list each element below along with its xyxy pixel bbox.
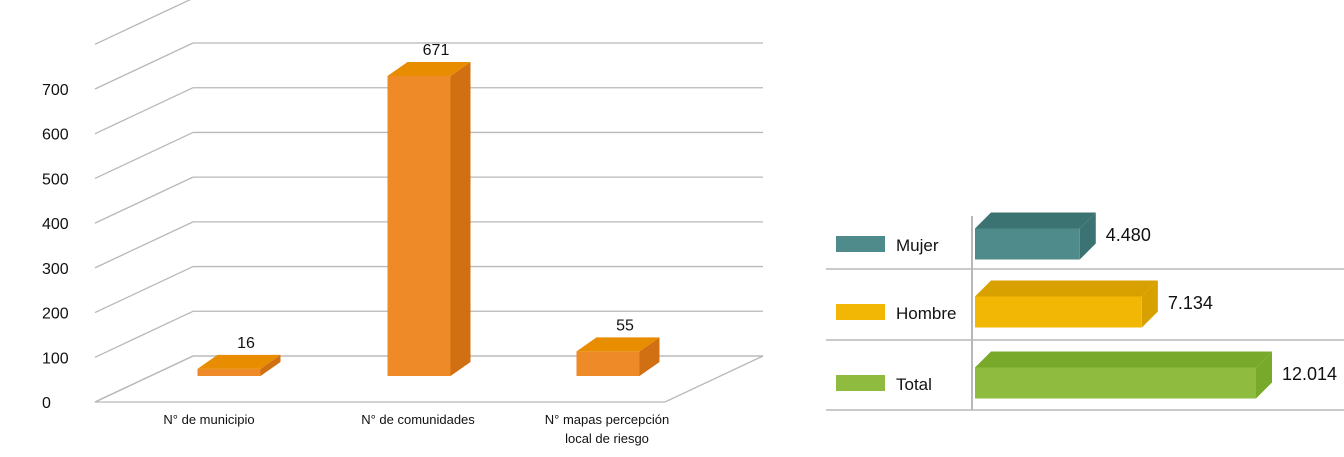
bar-front	[576, 351, 640, 376]
legend-entry: Hombre	[836, 304, 956, 323]
bar-front	[387, 75, 451, 377]
legend-swatch	[836, 304, 885, 320]
legend-swatch	[836, 236, 885, 252]
data-label: 4.480	[1106, 225, 1151, 245]
category-label: Mujer	[896, 236, 939, 255]
bar-top	[197, 354, 281, 369]
bar-front	[197, 368, 261, 376]
bar-top	[576, 337, 660, 352]
y-tick-label: 100	[42, 350, 69, 367]
bar	[576, 337, 660, 376]
y-tick-label: 500	[42, 171, 69, 188]
right-bar-chart: Mujer 4.480 Hombre 7.134 Total 12.014	[826, 212, 1344, 411]
gridline-diagonal	[94, 42, 194, 90]
bar-front	[975, 367, 1256, 399]
bar-side	[1141, 280, 1158, 328]
y-tick-label: 700	[42, 82, 69, 99]
bar-top	[975, 212, 1096, 229]
gridline-diagonal	[94, 310, 194, 358]
bar-side	[1256, 351, 1272, 399]
gridline-diagonal	[94, 87, 194, 135]
y-tick-label: 200	[42, 306, 69, 323]
category-label: Total	[896, 375, 932, 394]
bar	[975, 280, 1158, 328]
gridline-diagonal	[94, 131, 194, 180]
gridline-diagonal	[94, 265, 194, 314]
data-label: 55	[616, 317, 634, 334]
left-bar-chart: 0 100 200 300 400 500 600 700 16 671 55 N° de munic…	[42, 0, 764, 446]
category-label: Hombre	[896, 304, 956, 323]
data-label: 12.014	[1282, 364, 1337, 384]
data-label: 7.134	[1168, 293, 1213, 313]
data-label: 671	[423, 42, 450, 59]
grid-lines	[94, 0, 764, 403]
bar-top	[387, 61, 471, 76]
bar-front	[975, 228, 1080, 260]
y-tick-label: 400	[42, 216, 69, 233]
y-tick-label: 600	[42, 127, 69, 144]
x-category-label: N° mapas percepción local de riesgo	[545, 412, 669, 446]
x-category-label: N° de municipio	[163, 412, 254, 427]
bar-side	[639, 337, 660, 376]
gridline-diagonal	[94, 176, 194, 224]
bar	[197, 354, 281, 376]
y-tick-label: 300	[42, 261, 69, 278]
bar	[975, 351, 1272, 399]
bar-top	[975, 280, 1158, 297]
y-tick-label: 0	[42, 395, 51, 412]
x-category-label: N° de comunidades	[361, 412, 475, 427]
legend-swatch	[836, 375, 885, 391]
bar-front	[975, 296, 1142, 328]
data-label: 16	[237, 335, 255, 352]
gridline-diagonal	[94, 0, 191, 45]
chart-floor	[94, 355, 764, 403]
legend-entry: Total	[836, 375, 932, 394]
legend-entry: Mujer	[836, 236, 939, 255]
bar	[387, 61, 471, 377]
bar-side	[260, 354, 281, 376]
bar-side	[450, 61, 471, 377]
bar-top	[975, 351, 1272, 368]
bar	[975, 212, 1096, 260]
gridline-diagonal	[94, 221, 194, 269]
bar-side	[1079, 212, 1096, 260]
